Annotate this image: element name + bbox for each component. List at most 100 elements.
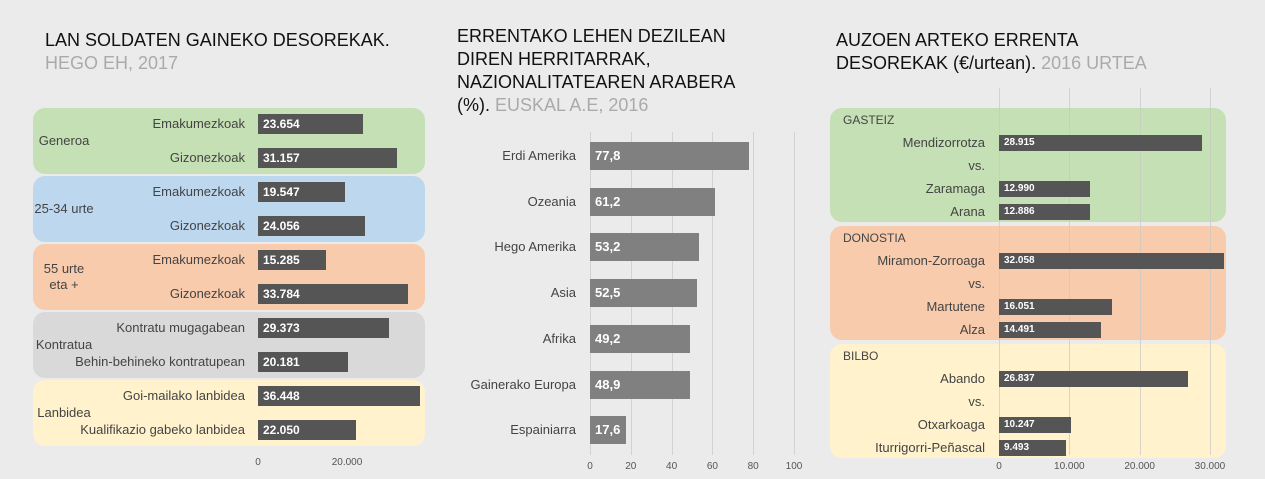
value-label: 10.247 bbox=[1004, 419, 1035, 430]
group-box bbox=[830, 344, 1226, 458]
grid-line bbox=[794, 132, 795, 455]
row-label: Kualifikazio gabeko lanbidea bbox=[80, 422, 245, 437]
value-label: 49,2 bbox=[595, 330, 621, 346]
row-label: Abando bbox=[940, 371, 985, 386]
row-label: Zaramaga bbox=[925, 181, 985, 196]
x-tick-label: 20.000 bbox=[331, 457, 363, 468]
row-label: Emakumezkoak bbox=[152, 116, 245, 131]
bar bbox=[258, 318, 389, 338]
value-label: 53,2 bbox=[595, 239, 621, 255]
bar bbox=[999, 322, 1101, 338]
value-label: 32.058 bbox=[1004, 255, 1035, 266]
value-label: 19.547 bbox=[263, 185, 300, 199]
bar bbox=[999, 299, 1112, 315]
value-label: 29.373 bbox=[263, 321, 300, 335]
title-text: ERRENTAKO LEHEN DEZILEAN DIREN HERRITARR… bbox=[457, 26, 735, 115]
group-box bbox=[830, 108, 1226, 222]
group-label: Generoa bbox=[38, 133, 90, 148]
row-label: Gizonezkoak bbox=[169, 218, 245, 233]
group-label: Kontratua bbox=[35, 337, 93, 352]
row-label: Gizonezkoak bbox=[169, 150, 245, 165]
value-label: 61,2 bbox=[595, 193, 621, 209]
grid-line bbox=[753, 132, 755, 455]
row-label: Asia bbox=[550, 285, 576, 301]
group-label: Lanbidea bbox=[37, 405, 91, 420]
value-label: 24.056 bbox=[263, 219, 300, 233]
row-label: Espainiarra bbox=[510, 422, 576, 438]
row-label: Arana bbox=[950, 204, 985, 219]
row-label: Iturrigorri-Peñascal bbox=[875, 440, 985, 455]
row-label: Otxarkoaga bbox=[917, 417, 985, 432]
group-label: 25-34 urte bbox=[34, 201, 94, 216]
title-text: LAN SOLDATEN GAINEKO DESOREKAK. bbox=[45, 30, 390, 50]
row-label: Miramon-Zorroaga bbox=[877, 253, 985, 268]
bar bbox=[999, 181, 1091, 197]
x-tick-label: 20 bbox=[625, 461, 637, 472]
group-label: GASTEIZ bbox=[843, 113, 895, 127]
value-label: 77,8 bbox=[595, 148, 621, 163]
group-label: DONOSTIA bbox=[843, 231, 906, 245]
group-label: 55 urte eta + bbox=[43, 261, 85, 292]
value-label: 33.784 bbox=[263, 287, 300, 301]
bar bbox=[258, 284, 409, 304]
value-label: 52,5 bbox=[595, 285, 621, 301]
row-label: Afrika bbox=[542, 330, 576, 346]
row-label: Kontratu mugagabean bbox=[116, 320, 245, 335]
chart-title: AUZOEN ARTEKO ERRENTA DESOREKAK (€/urtea… bbox=[836, 29, 1181, 75]
row-label: vs. bbox=[968, 276, 985, 291]
bar bbox=[590, 142, 749, 170]
value-label: 31.157 bbox=[263, 151, 300, 165]
group-label: BILBO bbox=[843, 349, 879, 363]
bar bbox=[590, 324, 691, 353]
bar bbox=[258, 420, 357, 440]
bar bbox=[590, 279, 698, 308]
group-box bbox=[830, 226, 1226, 340]
bar bbox=[590, 416, 626, 445]
chart-title: LAN SOLDATEN GAINEKO DESOREKAK. HEGO EH,… bbox=[45, 29, 405, 75]
bar bbox=[999, 417, 1072, 433]
bar bbox=[258, 148, 397, 168]
value-label: 16.051 bbox=[1004, 301, 1035, 312]
x-tick-label: 0 bbox=[587, 461, 593, 472]
x-tick-label: 30.000 bbox=[1194, 461, 1226, 472]
x-tick-label: 10.000 bbox=[1054, 461, 1085, 472]
value-label: 20.181 bbox=[263, 355, 300, 369]
bar bbox=[590, 233, 699, 262]
value-label: 12.886 bbox=[1004, 206, 1035, 217]
value-label: 23.654 bbox=[263, 117, 300, 131]
bar bbox=[258, 386, 421, 406]
row-label: Hego Amerika bbox=[494, 239, 576, 255]
subtitle: HEGO EH, 2017 bbox=[45, 53, 179, 73]
value-label: 26.837 bbox=[1004, 373, 1035, 384]
row-label: Mendizorrotza bbox=[902, 135, 985, 150]
grid-line bbox=[1209, 88, 1211, 455]
x-tick-label: 0 bbox=[255, 457, 261, 468]
bar bbox=[258, 352, 348, 372]
chart-title: ERRENTAKO LEHEN DEZILEAN DIREN HERRITARR… bbox=[457, 25, 742, 117]
bar bbox=[258, 216, 366, 236]
x-tick-label: 0 bbox=[996, 461, 1002, 472]
bar bbox=[999, 204, 1090, 220]
grid-line bbox=[712, 132, 714, 455]
bar bbox=[999, 253, 1225, 269]
row-label: Goi-mailako lanbidea bbox=[122, 388, 245, 403]
row-label: Behin-behineko kontratupean bbox=[75, 354, 245, 369]
bar bbox=[590, 370, 690, 399]
value-label: 12.990 bbox=[1004, 183, 1035, 194]
value-label: 15.285 bbox=[263, 253, 300, 267]
value-label: 48,9 bbox=[595, 376, 621, 392]
x-tick-label: 20.000 bbox=[1124, 461, 1155, 472]
value-label: 14.491 bbox=[1004, 324, 1035, 335]
row-label: Gizonezkoak bbox=[169, 286, 245, 301]
x-tick-label: 100 bbox=[785, 461, 803, 472]
value-label: 28.915 bbox=[1004, 137, 1035, 148]
subtitle: 2016 URTEA bbox=[1041, 53, 1147, 73]
row-label: Erdi Amerika bbox=[502, 148, 576, 163]
row-label: Emakumezkoak bbox=[152, 252, 245, 267]
row-label: Ozeania bbox=[527, 193, 576, 209]
bar bbox=[590, 187, 715, 216]
value-label: 22.050 bbox=[263, 423, 300, 437]
bar bbox=[258, 182, 345, 202]
bar bbox=[999, 440, 1066, 456]
